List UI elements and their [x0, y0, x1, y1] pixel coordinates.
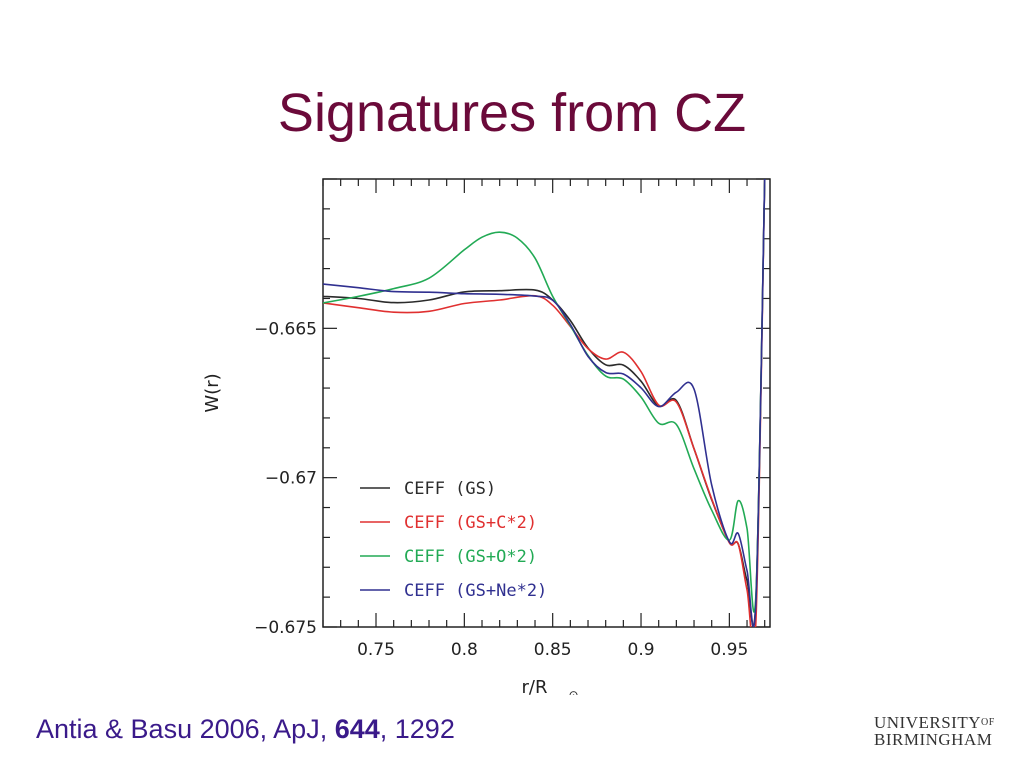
logo-line1: UNIVERSITY: [874, 713, 981, 732]
x-tick-label: 0.8: [451, 640, 478, 660]
x-tick-label: 0.95: [710, 640, 748, 660]
x-tick-label: 0.75: [357, 640, 395, 660]
legend: CEFF (GS) CEFF (GS+C*2) CEFF (GS+O*2) CEFF …: [360, 479, 547, 601]
x-axis-title-subscript: ⊙: [569, 688, 579, 695]
x-tick-label: 0.85: [534, 640, 572, 660]
university-logo: UNIVERSITYOF BIRMINGHAM: [874, 714, 995, 748]
legend-label-ceff-gs: CEFF (GS): [404, 479, 496, 499]
logo-of: OF: [981, 717, 995, 728]
axis-ticks: [322, 178, 770, 628]
citation: Antia & Basu 2006, ApJ, 644, 1292: [36, 714, 455, 745]
logo-line2: BIRMINGHAM: [874, 730, 993, 749]
axis-labels: 0.75 0.8 0.85 0.9 0.95 −0.665 −0.67 −0.675 r/R ⊙ W…: [202, 319, 748, 695]
series-lines: [323, 179, 766, 627]
citation-volume: 644: [334, 714, 380, 744]
series-line-ceff-gs-c-2: [323, 179, 766, 627]
series-line-ceff-gs-ne-2: [323, 179, 766, 627]
y-tick-label: −0.67: [265, 469, 317, 489]
legend-label-ceff-gs-ne-2: CEFF (GS+Ne*2): [404, 581, 547, 601]
y-tick-label: −0.665: [254, 319, 317, 339]
y-tick-label: −0.675: [254, 618, 317, 638]
legend-label-ceff-gs-c-2: CEFF (GS+C*2): [404, 513, 537, 533]
x-axis-title: r/R: [522, 677, 548, 695]
slide-title: Signatures from CZ: [277, 83, 747, 143]
plot-area: [322, 178, 771, 628]
citation-authors: Antia & Basu 2006, ApJ,: [36, 714, 335, 744]
series-line-ceff-gs-o-2: [323, 179, 766, 613]
citation-pages: , 1292: [379, 714, 455, 744]
series-line-ceff-gs: [323, 179, 766, 627]
legend-label-ceff-gs-o-2: CEFF (GS+O*2): [404, 547, 537, 567]
chart: CEFF (GS) CEFF (GS+C*2) CEFF (GS+O*2) CEFF …: [202, 178, 771, 695]
plot-frame: [322, 178, 771, 628]
y-axis-title: W(r): [202, 373, 223, 412]
x-tick-label: 0.9: [628, 640, 655, 660]
